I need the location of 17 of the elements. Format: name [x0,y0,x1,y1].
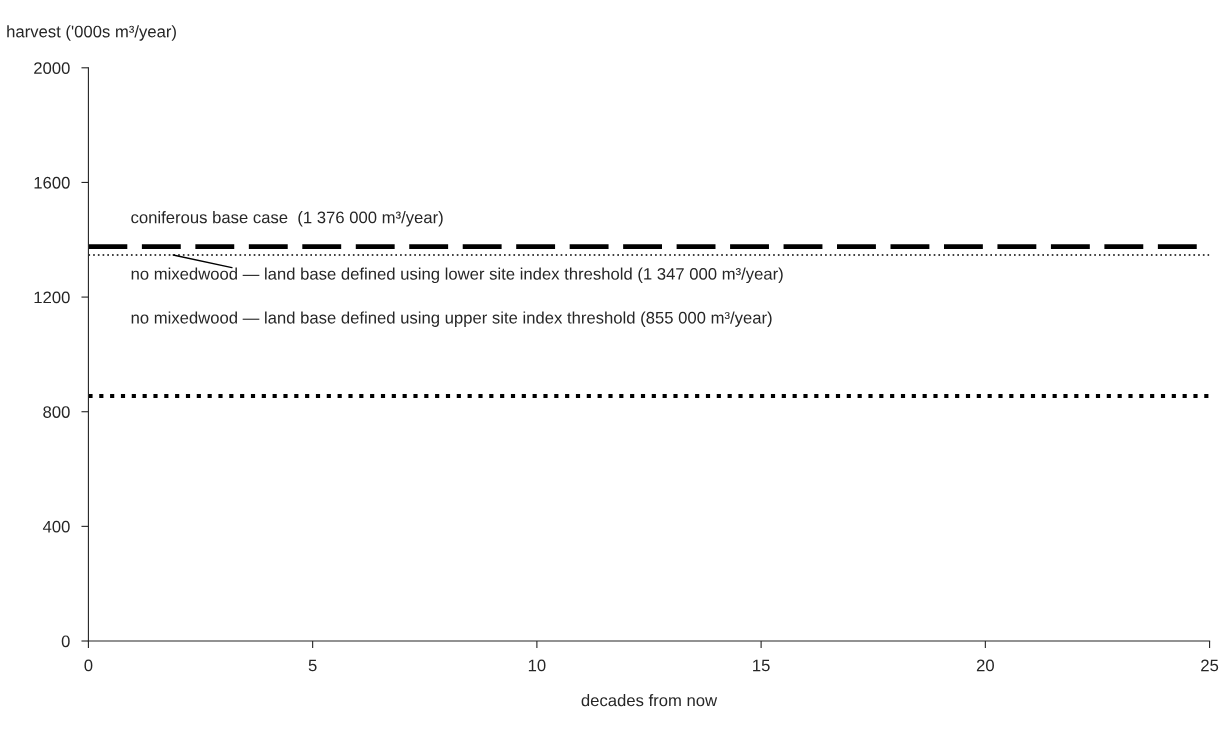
x-tick-label: 5 [308,659,317,672]
x-tick-label: 20 [976,659,994,672]
y-tick-label: 1600 [34,176,70,189]
y-tick-label: 2000 [34,62,70,75]
y-tick-label: 400 [42,520,70,533]
y-tick-label: 0 [61,635,70,648]
x-tick-label: 10 [528,659,546,672]
y-tick-label: 800 [43,406,70,418]
annotation: no mixedwood — land base defined using lower site index threshold (1 347 000 m³/year) [131,267,783,284]
y-tick-label: 1200 [34,291,70,304]
x-tick-label: 0 [84,659,93,672]
x-axis-title: decades from now [581,694,718,707]
x-tick-label: 15 [753,659,770,672]
annotation: no mixedwood — land base defined using upper site index threshold (855 000 m³/year) [131,311,772,327]
y-axis-title: harvest ('000s m³/year) [7,25,176,41]
x-tick-label: 25 [1201,659,1219,672]
annotation: coniferous base case (1 376 000 m³/year) [131,211,443,227]
